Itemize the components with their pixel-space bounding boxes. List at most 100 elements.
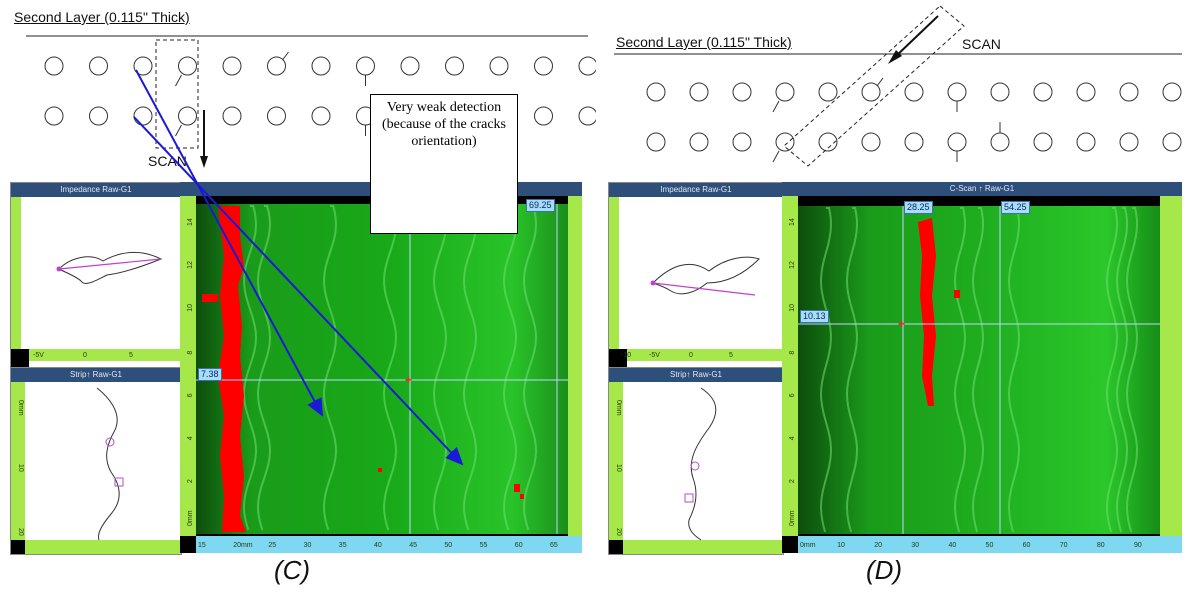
panel-d-hole — [775, 82, 795, 102]
blue-arrow-2 — [133, 116, 464, 466]
panel-c-hole — [311, 56, 331, 76]
panel-d-impedance-pane: Impedance Raw-G1 -10 -5V 0 5 — [608, 182, 784, 368]
panel-c-hole — [133, 56, 153, 76]
panel-d-hole — [1033, 132, 1053, 152]
panel-d-strip-trace — [688, 387, 717, 541]
y-tick-label: 10 — [187, 304, 194, 312]
panel-d-caption: (D) — [866, 555, 903, 585]
scan-band — [819, 207, 833, 533]
x-tick-label: 20 — [874, 542, 882, 549]
y-tick-label: 14 — [789, 218, 796, 226]
x-tick-label: 90 — [1134, 542, 1142, 549]
panel-c-scan-label: SCAN — [148, 153, 187, 169]
x-tick-label: 35 — [339, 542, 347, 549]
panel-d-hole — [1119, 132, 1139, 152]
panel-c-hole — [445, 56, 464, 76]
panel-d-hole — [1076, 132, 1096, 152]
scan-band — [953, 207, 967, 533]
panel-d-hole — [818, 132, 838, 152]
scan-band — [1125, 207, 1139, 533]
panel-c-crack — [175, 74, 182, 87]
x-tick-label: 70 — [1060, 542, 1068, 549]
panel-d-impedance-vector — [652, 282, 756, 296]
panel-c-annotation-arrows — [133, 69, 464, 466]
panel-d-impedance-title: Impedance Raw-G1 — [609, 183, 783, 197]
panel-d-crack — [772, 100, 780, 113]
x-tick-label: 25 — [268, 542, 276, 549]
panel-d-hole — [732, 82, 752, 102]
svg-text:10: 10 — [17, 464, 24, 472]
x-tick-label: 60 — [1023, 542, 1031, 549]
svg-text:20: 20 — [17, 528, 24, 536]
panel-d-hole — [861, 132, 881, 152]
panel-d-hole — [1162, 82, 1182, 102]
scan-band — [845, 207, 859, 533]
scan-band — [242, 205, 258, 531]
panel-d-strip-plot: 0mm 10 20 — [609, 382, 783, 554]
svg-text:5: 5 — [129, 352, 133, 359]
panel-d-hole — [990, 132, 1010, 152]
x-tick-label: 30 — [304, 542, 312, 549]
panel-c-hole — [489, 56, 509, 76]
scan-band — [1115, 207, 1129, 533]
panel-d-scan-window — [783, 5, 965, 167]
panel-c-x-axis: 15 20mm 25 30 35 40 45 50 55 60 65 — [198, 542, 558, 549]
x-tick-label: 65 — [550, 542, 558, 549]
panel-d-strip-pane: Strip↑ Raw-G1 0mm 10 20 — [608, 367, 784, 555]
panel-d-hole — [990, 82, 1010, 102]
panel-d-scan-label: SCAN — [962, 36, 1001, 52]
x-tick-label: 0mm — [800, 542, 816, 549]
y-tick-label: 6 — [187, 393, 194, 397]
x-tick-label: 50 — [986, 542, 994, 549]
panel-d-layer-diagram — [614, 5, 1182, 167]
y-tick-label: 0mm — [789, 510, 796, 526]
panel-c-callout: Very weak detection (because of the crac… — [370, 94, 518, 234]
panel-d-hole — [818, 82, 838, 102]
panel-c-impedance-plot: -5V 0 5 — [11, 197, 181, 367]
x-tick-label: 40 — [948, 542, 956, 549]
panel-c-imp-tick: -5V — [33, 352, 44, 359]
x-tick-label: 10 — [837, 542, 845, 549]
panel-c-strip-title: Strip↑ Raw-G1 — [11, 368, 181, 382]
panel-d-fastener-holes — [646, 77, 1182, 163]
panel-c-hole — [89, 56, 108, 76]
panel-c-strip-trace — [96, 387, 120, 541]
panel-c-hole — [44, 56, 64, 76]
panel-d-hole — [732, 132, 752, 152]
panel-c-impedance-vector — [58, 258, 162, 270]
y-tick-label: 2 — [187, 479, 194, 483]
panel-c-hole — [267, 106, 286, 126]
panel-c-y-axis: 14 12 10 8 6 4 2 0mm — [187, 218, 194, 526]
panel-d-hole — [904, 82, 924, 102]
panel-c-hole — [44, 106, 64, 126]
panel-d-hole — [689, 132, 709, 152]
svg-text:0: 0 — [83, 352, 87, 359]
x-tick-label: 15 — [198, 542, 206, 549]
panel-d-hole — [947, 132, 967, 152]
y-tick-label: 8 — [789, 351, 796, 355]
panel-d-hole — [1162, 132, 1182, 152]
panel-d-hole — [689, 82, 709, 102]
panel-c-lissajous — [58, 252, 163, 284]
svg-text:+: + — [405, 373, 412, 387]
panel-c-cursor-x-readout: 69.25 — [526, 199, 555, 212]
panel-c-impedance-title: Impedance Raw-G1 — [11, 183, 181, 197]
svg-text:0mm: 0mm — [17, 400, 24, 416]
y-tick-label: 6 — [789, 393, 796, 397]
panel-c-crack — [282, 51, 289, 61]
blue-arrow-1 — [135, 69, 323, 417]
svg-text:+: + — [898, 317, 905, 331]
panel-c-hole — [267, 56, 286, 76]
svg-text:-5V: -5V — [649, 352, 660, 359]
panel-d-strip-title: Strip↑ Raw-G1 — [609, 368, 783, 382]
panel-c-hole — [578, 56, 596, 76]
panel-d-crack-indication — [918, 218, 936, 406]
panel-d-hole — [1119, 82, 1139, 102]
scan-band — [382, 205, 398, 531]
scan-band — [1105, 207, 1119, 533]
panel-d-hole — [861, 82, 881, 102]
y-tick-label: 14 — [187, 218, 194, 226]
svg-text:0mm: 0mm — [615, 400, 622, 416]
panel-d-cscan-title: C-Scan ↑ Raw-G1 — [782, 182, 1182, 196]
x-tick-label: 30 — [911, 542, 919, 549]
